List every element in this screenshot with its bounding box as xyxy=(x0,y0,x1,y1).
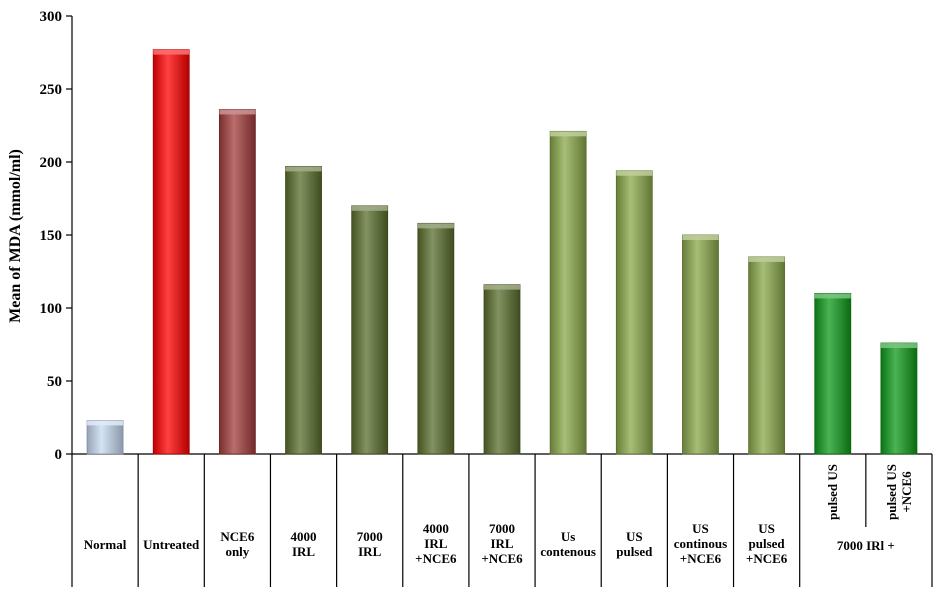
bar-cap xyxy=(880,343,917,349)
category-label-line: Untreated xyxy=(143,537,200,552)
bar xyxy=(285,165,322,455)
bar xyxy=(86,420,124,455)
bar-cap xyxy=(87,420,124,426)
category-label-line: 7000 xyxy=(489,521,515,536)
category-label-line: +NCE6 xyxy=(481,551,523,566)
bar-cap xyxy=(153,49,190,55)
y-tick-label: 150 xyxy=(40,228,63,244)
bar-cap xyxy=(285,166,322,172)
bar-cap xyxy=(550,131,587,137)
category-label-line: 7000 xyxy=(357,529,383,544)
bar-cap xyxy=(682,235,719,240)
y-tick-label: 0 xyxy=(55,447,63,463)
category-label-line: only xyxy=(225,544,249,559)
bar xyxy=(615,170,653,455)
y-tick-label: 100 xyxy=(40,301,63,317)
category-label-line: IRL xyxy=(292,544,315,559)
category-label: 7000 IRL xyxy=(357,529,383,559)
category-label: Normal xyxy=(84,537,127,552)
category-label: US pulsed xyxy=(616,529,653,559)
bar xyxy=(483,284,521,455)
category-label: pulsed US xyxy=(825,464,840,520)
bar-cap xyxy=(748,256,785,262)
bar xyxy=(351,205,389,455)
category-label-line: IRL xyxy=(424,536,447,551)
bar-series xyxy=(86,49,918,455)
category-label-line: Us xyxy=(561,529,575,544)
bar-cap xyxy=(417,223,454,229)
category-label-line: 4000 xyxy=(291,529,317,544)
category-label-line: IRL xyxy=(490,536,513,551)
bar xyxy=(682,234,719,455)
category-label: US continous +NCE6 xyxy=(674,521,727,566)
category-label-line: continous xyxy=(674,536,727,551)
y-tick-label: 250 xyxy=(40,82,63,98)
category-label-line: pulsed xyxy=(749,536,786,551)
bar xyxy=(880,342,918,455)
bar-cap xyxy=(814,293,851,299)
bar xyxy=(814,292,852,455)
category-label: Untreated xyxy=(143,537,200,552)
bar xyxy=(152,49,190,455)
bar-cap xyxy=(616,170,653,176)
bar xyxy=(218,109,256,455)
category-label-line: US xyxy=(626,529,643,544)
category-label: pulsed US+NCE6 xyxy=(884,464,914,520)
category-label: 4000 IRL xyxy=(291,529,317,559)
category-label-line: +NCE6 xyxy=(680,551,722,566)
category-label-line: NCE6 xyxy=(220,529,254,544)
category-label-line: contenous xyxy=(540,544,596,559)
category-label: 7000 IRL +NCE6 xyxy=(481,521,523,566)
bar-cap xyxy=(219,109,256,115)
y-axis-label: Mean of MDA (mmol/ml) xyxy=(7,149,24,323)
y-axis: 0 50 100 150 200 250 300 xyxy=(40,9,932,463)
category-label-line: US xyxy=(692,521,709,536)
y-tick-label: 200 xyxy=(40,155,63,171)
bar-cap xyxy=(484,284,520,290)
bar-cap xyxy=(351,205,388,211)
category-label: Us contenous xyxy=(540,529,596,559)
category-label-line: IRL xyxy=(358,544,381,559)
category-label-line: +NCE6 xyxy=(899,471,914,513)
category-label-line: +NCE6 xyxy=(415,551,457,566)
category-label: NCE6 only xyxy=(220,529,254,559)
y-tick-label: 50 xyxy=(47,374,62,390)
category-label: US pulsed +NCE6 xyxy=(746,521,788,566)
y-tick-label: 300 xyxy=(40,9,63,25)
category-label-line: Normal xyxy=(84,537,127,552)
group-label: 7000 IRl + xyxy=(837,538,895,553)
category-label-line: US xyxy=(758,521,775,536)
category-label-line: pulsed US xyxy=(825,464,840,520)
bar xyxy=(748,256,786,455)
category-label: 4000 IRL +NCE6 xyxy=(415,521,457,566)
category-label-line: +NCE6 xyxy=(746,551,788,566)
bar xyxy=(549,130,587,455)
category-label-line: pulsed xyxy=(616,544,653,559)
bar xyxy=(417,222,455,455)
category-label-line: pulsed US xyxy=(884,464,899,520)
category-label-line: 4000 xyxy=(423,521,449,536)
